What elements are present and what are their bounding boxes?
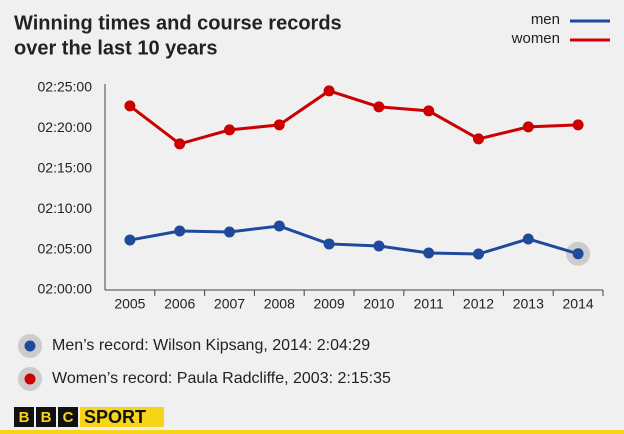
- point: [174, 138, 186, 150]
- logo-word-bg: [80, 407, 164, 427]
- y-tick-label: 02:00:00: [38, 281, 93, 297]
- point: [522, 233, 534, 245]
- x-tick-label: 2009: [314, 296, 345, 312]
- logo-box: [36, 407, 56, 427]
- x-tick-label: 2007: [214, 296, 245, 312]
- series-line: [128, 89, 579, 146]
- y-tick-label: 02:05:00: [38, 240, 93, 256]
- x-tick-label: 2013: [513, 296, 544, 312]
- point: [224, 124, 235, 136]
- record-text: Women’s record: Paula Radcliffe, 2003: 2…: [52, 370, 391, 387]
- y-tick-label: 02:10:00: [38, 200, 93, 216]
- point: [323, 238, 335, 250]
- point: [323, 85, 335, 97]
- chart-title: over the last 10 years: [14, 37, 217, 59]
- x-tick-label: 2011: [414, 296, 444, 312]
- point: [473, 248, 484, 260]
- x-tick-label: 2008: [264, 296, 295, 312]
- record-text: Men’s record: Wilson Kipsang, 2014: 2:04…: [52, 337, 370, 354]
- point: [572, 119, 584, 131]
- logo-box: [14, 407, 34, 427]
- x-tick-label: 2012: [463, 296, 494, 312]
- y-tick-label: 02:25:00: [38, 79, 93, 95]
- logo-letter: B: [41, 409, 52, 426]
- series-line: [129, 224, 579, 256]
- point: [473, 133, 484, 145]
- y-tick-label: 02:20:00: [38, 119, 93, 135]
- point: [124, 100, 136, 112]
- logo-letter: C: [63, 409, 74, 426]
- point: [224, 226, 235, 238]
- x-tick-label: 2006: [164, 296, 195, 312]
- x-tick-label: 2010: [363, 296, 394, 312]
- point: [522, 121, 534, 133]
- legend-label: men: [531, 11, 560, 28]
- point: [373, 101, 385, 113]
- record-dot: [24, 373, 36, 385]
- x-tick-label: 2005: [114, 296, 145, 312]
- point: [423, 105, 435, 117]
- chart-title: Winning times and course records: [14, 12, 342, 34]
- point: [373, 240, 385, 252]
- point: [423, 247, 435, 259]
- logo-word: SPORT: [84, 407, 146, 427]
- point: [273, 119, 285, 131]
- point: [572, 248, 584, 260]
- x-tick-label: 2014: [563, 296, 594, 312]
- footer-bar: [0, 430, 624, 434]
- logo-box: [58, 407, 78, 427]
- point: [124, 234, 136, 246]
- logo-letter: B: [19, 409, 30, 426]
- point: [174, 225, 186, 237]
- legend-label: women: [511, 30, 560, 47]
- y-tick-label: 02:15:00: [38, 160, 93, 176]
- record-dot: [24, 340, 36, 352]
- point: [273, 220, 285, 232]
